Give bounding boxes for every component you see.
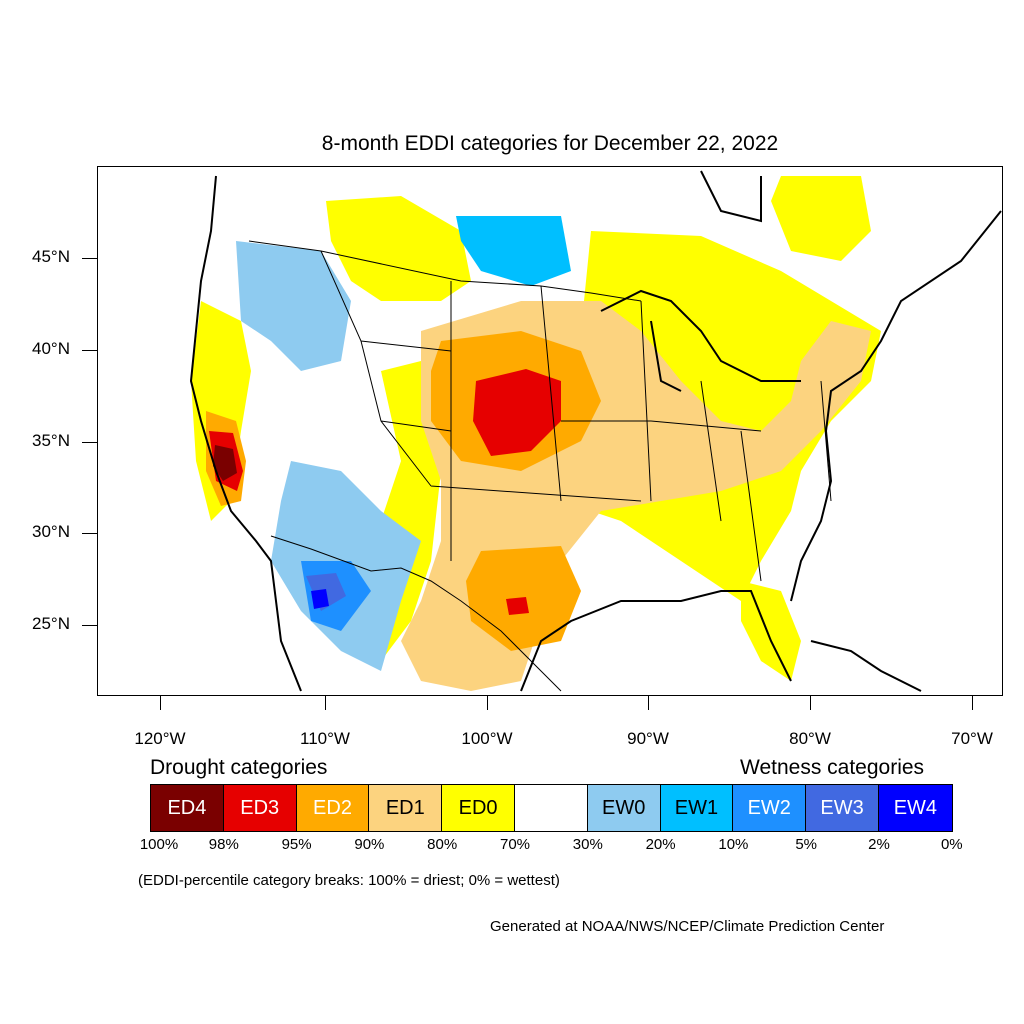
lon-label-80w: 80°W (789, 729, 831, 748)
ew0-region-northwest (236, 241, 351, 371)
break-label: 95% (281, 836, 312, 853)
lat-label-40n: 40°N (32, 339, 70, 358)
state-lines-west (320, 250, 642, 502)
lat-tick-35n (82, 442, 97, 443)
lon-tick-80w (810, 696, 811, 710)
lat-tick-40n (82, 350, 97, 351)
break-label: 100% (139, 836, 179, 853)
legend-box-ed3: ED3 (223, 785, 297, 831)
lon-label-100w: 100°W (461, 729, 513, 748)
west-coast (189, 175, 302, 692)
lon-label-110w: 110°W (300, 729, 350, 748)
ed0-region-northern-plains (326, 196, 471, 301)
state-lines-east (650, 380, 832, 582)
us-canada-border (248, 240, 642, 302)
lon-label-90w: 90°W (627, 729, 669, 748)
wetness-categories-heading: Wetness categories (740, 756, 925, 779)
legend-box-ed1: ED1 (369, 785, 443, 831)
map-title: 8-month EDDI categories for December 22,… (321, 132, 779, 155)
break-label: 30% (572, 836, 603, 853)
drought-categories-heading: Drought categories (150, 756, 328, 779)
category-note: (EDDI-percentile category breaks: 100% =… (138, 872, 560, 889)
legend-box-ew1: EW1 (660, 785, 734, 831)
great-lakes (600, 289, 801, 392)
ed3-region-nebraska (473, 369, 561, 456)
lon-tick-70w (972, 696, 973, 710)
break-label: 10% (718, 836, 749, 853)
boundaries (248, 240, 832, 692)
ed0-region-northeast (771, 176, 871, 261)
lat-tick-45n (82, 258, 97, 259)
category-legend: ED4 ED3 ED2 ED1 ED0 EW0 EW1 EW2 EW3 EW4 (150, 784, 953, 832)
lon-tick-100w (487, 696, 488, 710)
us-mexico-border (270, 535, 562, 692)
break-label: 5% (795, 836, 818, 853)
lat-label-45n: 45°N (32, 247, 70, 266)
legend-box-ed4: ED4 (151, 785, 224, 831)
legend-box-ew4: EW4 (878, 785, 952, 831)
coastline (189, 170, 1002, 692)
break-label: 2% (868, 836, 890, 853)
legend-box-ew3: EW3 (806, 785, 879, 831)
lat-tick-25n (82, 625, 97, 626)
credit-line: Generated at NOAA/NWS/NCEP/Climate Predi… (490, 918, 885, 935)
gulf-coast (520, 590, 792, 692)
map-panel[interactable] (97, 166, 1003, 696)
ed3-region-texas (506, 597, 529, 615)
lon-label-120w: 120°W (134, 729, 186, 748)
legend-box-neutral (514, 785, 588, 831)
break-label: 20% (645, 836, 676, 853)
eddi-map (189, 170, 1002, 692)
lat-label-35n: 35°N (32, 431, 70, 450)
legend-box-ew2: EW2 (733, 785, 807, 831)
lon-tick-110w (325, 696, 326, 710)
hudson-bay (700, 170, 762, 223)
lon-label-70w: 70°W (951, 729, 993, 748)
lat-label-30n: 30°N (32, 522, 70, 541)
east-coast (790, 210, 1002, 602)
category-regions (191, 176, 881, 691)
break-label: 80% (427, 836, 458, 853)
legend-box-ew0: EW0 (587, 785, 661, 831)
break-label: 90% (354, 836, 385, 853)
ew4-region-arizona (311, 589, 329, 609)
ew1-region-minnesota (456, 216, 571, 286)
lat-tick-30n (82, 533, 97, 534)
lon-tick-90w (648, 696, 649, 710)
break-label: 0% (940, 836, 963, 853)
lat-label-25n: 25°N (32, 614, 70, 633)
lon-tick-120w (160, 696, 161, 710)
legend-box-ed2: ED2 (296, 785, 370, 831)
break-label: 98% (208, 836, 239, 853)
legend-box-ed0: ED0 (442, 785, 515, 831)
break-label: 70% (499, 836, 531, 853)
state-lines-central (450, 281, 652, 561)
ed4-region-calif (213, 445, 237, 481)
cuba (810, 640, 922, 692)
